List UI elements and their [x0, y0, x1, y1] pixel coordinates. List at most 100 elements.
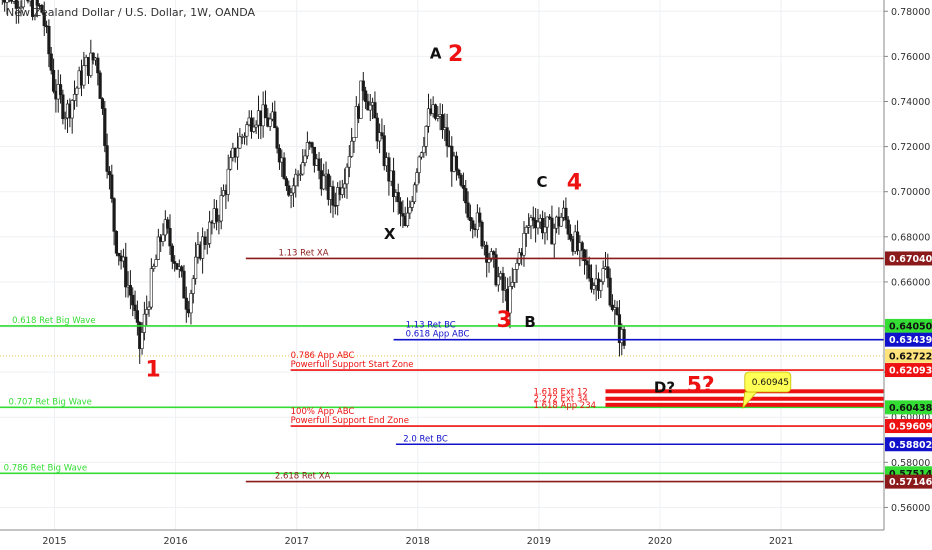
candle-body	[485, 244, 489, 263]
candle-body	[468, 217, 473, 222]
candle-body	[445, 127, 449, 147]
candle-body	[527, 225, 531, 228]
candle-body	[424, 126, 428, 147]
level-label: 1.13 Ret XA	[279, 248, 329, 258]
candle-body	[249, 117, 254, 132]
candle-body	[51, 69, 56, 92]
candle-body	[457, 169, 461, 176]
candle-body	[547, 216, 552, 219]
candle-body	[489, 251, 493, 260]
level-label: 1.13 Ret BC	[406, 321, 456, 331]
candle-body	[387, 157, 391, 182]
callout-text: 0.60945	[752, 378, 789, 388]
candle-body	[147, 306, 151, 310]
candle-body	[508, 286, 512, 314]
candle-body	[294, 174, 298, 187]
candle-body	[587, 264, 591, 279]
candle-body	[128, 285, 133, 296]
candle-body	[608, 277, 612, 306]
candle-body	[142, 313, 146, 333]
candle-body	[464, 188, 468, 204]
candle-body	[98, 72, 102, 99]
candle-body	[466, 202, 470, 218]
candle-body	[219, 195, 223, 222]
y-tick-label: 0.74000	[891, 97, 930, 108]
candle-body	[622, 329, 626, 346]
candle-body	[471, 220, 475, 229]
price-tag-label: 0.64050	[889, 321, 932, 332]
candle-body	[345, 166, 349, 185]
candle-body	[543, 226, 547, 234]
candle-body	[105, 145, 109, 172]
y-tick-label: 0.68000	[891, 232, 930, 243]
candle-body	[124, 256, 128, 288]
candle-body	[391, 170, 396, 198]
wave-annotation: 4	[567, 170, 582, 195]
candle-body	[529, 217, 533, 227]
candle-body	[331, 186, 335, 206]
candle-body	[398, 201, 403, 214]
wave-annotation: 1	[145, 358, 160, 383]
candle-body	[3, 0, 7, 3]
candle-body	[72, 93, 77, 101]
candle-body	[592, 285, 596, 290]
candle-body	[510, 282, 514, 287]
candle-body	[480, 222, 484, 247]
y-tick-label: 0.72000	[891, 142, 930, 153]
candle-body	[433, 104, 438, 119]
candle-body	[82, 65, 86, 86]
candle-body	[289, 192, 293, 196]
candle-body	[103, 108, 107, 146]
candle-body	[238, 136, 242, 149]
candle-body	[35, 0, 39, 6]
y-tick-label: 0.78000	[891, 7, 930, 18]
price-tag	[885, 474, 932, 489]
y-tick-label: 0.70000	[891, 187, 930, 198]
candle-body	[12, 0, 16, 2]
candle-body	[189, 293, 193, 314]
x-tick-label: 2016	[163, 536, 187, 547]
wave-annotation: A	[430, 45, 442, 63]
candle-body	[298, 173, 303, 176]
candle-body	[340, 187, 344, 195]
candle-body	[63, 117, 67, 120]
candle-body	[541, 218, 545, 234]
price-tag-label: 0.58802	[889, 440, 932, 451]
ext-zone-label: 1.618 Ext 12	[533, 387, 587, 397]
candle-body	[496, 276, 500, 286]
wave-annotation: 5?	[687, 373, 715, 398]
candle-body	[149, 268, 153, 308]
candle-body	[273, 111, 277, 129]
candle-body	[112, 198, 116, 232]
candle-body	[49, 53, 53, 71]
candle-body	[228, 157, 233, 170]
candle-body	[350, 140, 354, 157]
candle-body	[606, 266, 610, 279]
candle-body	[582, 249, 587, 262]
price-tag	[885, 437, 932, 452]
candle-body	[492, 251, 496, 255]
candle-body	[568, 233, 573, 240]
candle-body	[373, 102, 377, 119]
x-tick-label: 2019	[527, 536, 551, 547]
x-tick-label: 2015	[42, 536, 66, 547]
wave-annotation: B	[524, 313, 535, 331]
candle-body	[536, 221, 540, 229]
candle-body	[617, 314, 622, 344]
candle-body	[19, 6, 23, 9]
candle-body	[58, 84, 63, 96]
candle-body	[377, 132, 382, 142]
candle-body	[117, 253, 121, 257]
candle-body	[277, 147, 282, 163]
price-tag-label: 0.57514	[889, 469, 932, 480]
candle-body	[131, 294, 135, 306]
candle-body	[513, 269, 517, 283]
level-label: 0.618 App ABC	[406, 330, 470, 340]
candle-body	[589, 277, 594, 290]
candle-body	[114, 231, 119, 254]
candle-body	[487, 259, 491, 263]
level-label: 0.786 Ret Big Wave	[4, 463, 87, 473]
candle-body	[440, 114, 445, 131]
candle-body	[201, 236, 205, 259]
